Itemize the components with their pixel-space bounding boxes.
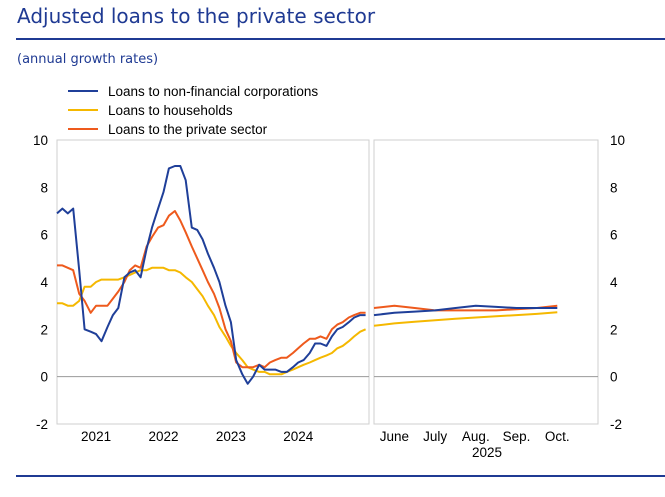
- y-tick-left-4: 4: [40, 275, 48, 290]
- x-axis: 2021 2022 2023 2024 June July Aug. Sep. Oct.: [81, 429, 570, 444]
- y-tick-right-4: 4: [610, 275, 618, 290]
- x-tick-2024: 2024: [283, 429, 314, 444]
- series-line-households-right: [373, 311, 558, 327]
- y-tick-right-8: 8: [610, 180, 618, 195]
- y-tick-left-0: 0: [40, 370, 48, 385]
- series-line-private-left: [57, 210, 366, 369]
- left-panel-frame: [56, 139, 370, 425]
- y-tick-left-2: 2: [40, 322, 48, 337]
- series-line-households-left: [57, 266, 367, 376]
- legend-label-nfc: Loans to non-financial corporations: [108, 84, 318, 99]
- x-tick-2022: 2022: [148, 429, 178, 444]
- series-group: [56, 165, 558, 385]
- x-tick-July: July: [423, 429, 447, 444]
- x-tick-June: June: [380, 429, 409, 444]
- x-tick-Aug: Aug.: [462, 429, 490, 444]
- y-tick-left-10: 10: [33, 133, 48, 148]
- series-line-nfc-left: [56, 165, 366, 385]
- title-rule: [16, 38, 665, 40]
- y-tick-right-2: 2: [610, 322, 618, 337]
- bottom-rule: [16, 475, 665, 477]
- x-tick-Sep: Sep.: [503, 429, 531, 444]
- y-tick-left-6: 6: [40, 228, 48, 243]
- y-tick-right-0: 0: [610, 370, 618, 385]
- x-tick-2023: 2023: [216, 429, 246, 444]
- y-tick-left-8: 8: [40, 180, 48, 195]
- x-year-label-2025: 2025: [472, 445, 502, 460]
- right-panel-frame: [373, 139, 599, 425]
- y-tick-left--2: -2: [36, 417, 48, 432]
- y-tick-right--2: -2: [610, 417, 622, 432]
- chart-subtitle: (annual growth rates): [17, 52, 159, 67]
- y-axis-right: -2 0 2 4 6 8 10: [610, 133, 625, 432]
- legend-label-households: Loans to households: [108, 103, 233, 118]
- series-line-nfc-right: [373, 304, 558, 317]
- chart-title: Adjusted loans to the private sector: [17, 4, 376, 28]
- x-tick-Oct: Oct.: [545, 429, 570, 444]
- legend: Loans to non-financial corporations Loan…: [68, 84, 318, 137]
- y-tick-right-10: 10: [610, 133, 625, 148]
- y-tick-right-6: 6: [610, 228, 618, 243]
- legend-label-private: Loans to the private sector: [108, 122, 268, 137]
- x-tick-2021: 2021: [81, 429, 111, 444]
- y-axis-left: -2 0 2 4 6 8 10: [33, 133, 49, 432]
